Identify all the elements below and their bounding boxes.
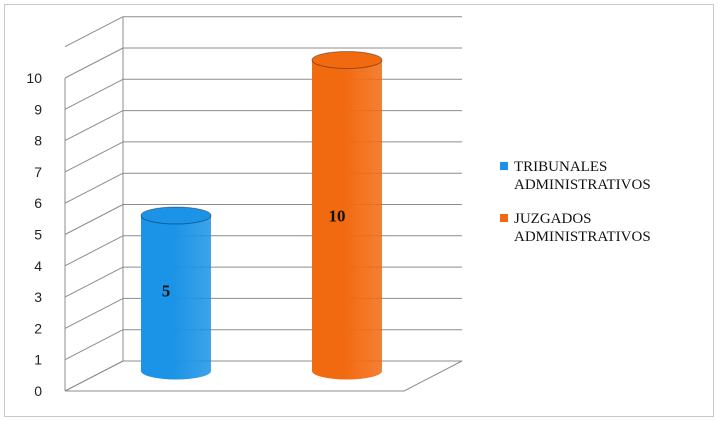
y-tick-label: 7 (34, 164, 42, 180)
y-tick-label: 0 (34, 383, 42, 399)
gridline-side (64, 329, 124, 361)
y-tick-label: 3 (34, 289, 42, 305)
chart-floor (64, 360, 463, 392)
gridline-side (64, 78, 124, 110)
legend-swatch (500, 162, 508, 170)
legend-label: TRIBUNALES (514, 159, 607, 175)
y-tick-label: 2 (34, 320, 42, 336)
bar-juzgados-top (311, 51, 383, 69)
bar-juzgados-body[interactable] (312, 60, 382, 380)
legend-label: ADMINISTRATIVOS (514, 177, 651, 193)
y-tick-label: 6 (34, 195, 42, 211)
gridline-side (64, 266, 124, 298)
legend-label: ADMINISTRATIVOS (514, 229, 651, 245)
gridline-side (64, 16, 124, 48)
gridline-side (64, 47, 124, 79)
y-tick-label: 8 (34, 133, 42, 149)
gridline-side (64, 204, 124, 235)
gridline-side (64, 360, 124, 392)
legend-swatch (500, 214, 508, 222)
y-tick-label: 9 (34, 101, 42, 117)
gridline-side (64, 297, 124, 329)
data-label: 10 (329, 207, 346, 226)
data-label: 5 (162, 281, 171, 300)
bar-tribunales-top (140, 206, 212, 225)
y-tick-label: 1 (34, 352, 42, 368)
gridline-side (64, 172, 124, 204)
gridline-side (64, 141, 124, 173)
bar-tribunales-body[interactable] (141, 215, 211, 380)
y-tick-label: 10 (26, 70, 42, 86)
y-tick-label: 5 (34, 227, 42, 243)
gridline-side (64, 110, 124, 142)
gridline-side (64, 235, 124, 267)
y-tick-label: 4 (34, 258, 42, 274)
legend-label: JUZGADOS (514, 211, 592, 227)
